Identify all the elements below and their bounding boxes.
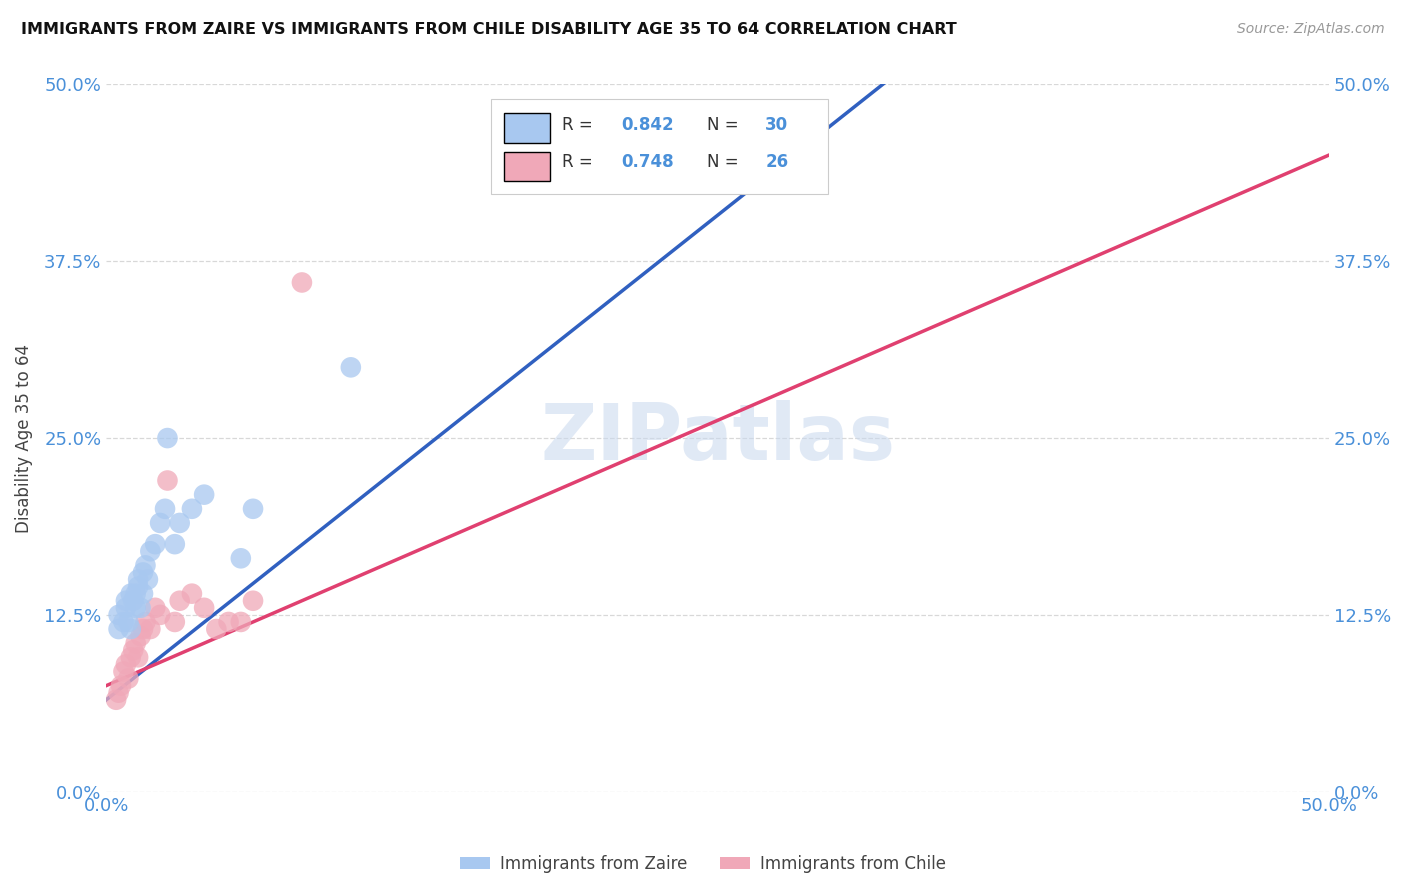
Point bbox=[143, 600, 166, 615]
Point bbox=[143, 537, 166, 551]
Point bbox=[163, 615, 186, 629]
Point bbox=[169, 516, 191, 530]
Point bbox=[105, 692, 128, 706]
Text: 0.748: 0.748 bbox=[621, 153, 673, 171]
Point bbox=[127, 573, 149, 587]
Point bbox=[136, 573, 159, 587]
Point bbox=[134, 558, 156, 573]
Text: N =: N = bbox=[707, 153, 744, 171]
Point bbox=[125, 600, 148, 615]
Point bbox=[120, 650, 142, 665]
Point bbox=[122, 593, 145, 607]
Point bbox=[125, 636, 148, 650]
Point bbox=[134, 615, 156, 629]
Point bbox=[127, 580, 149, 594]
Point bbox=[112, 665, 135, 679]
Point bbox=[132, 622, 155, 636]
Text: R =: R = bbox=[562, 153, 599, 171]
Point bbox=[156, 474, 179, 488]
Point bbox=[117, 672, 139, 686]
Point bbox=[129, 629, 152, 643]
Point bbox=[229, 551, 252, 566]
Point bbox=[193, 600, 215, 615]
Point bbox=[127, 650, 149, 665]
Point bbox=[156, 431, 179, 445]
Point bbox=[180, 501, 202, 516]
Text: N =: N = bbox=[707, 116, 744, 135]
Point bbox=[163, 537, 186, 551]
Point bbox=[242, 501, 264, 516]
Text: IMMIGRANTS FROM ZAIRE VS IMMIGRANTS FROM CHILE DISABILITY AGE 35 TO 64 CORRELATI: IMMIGRANTS FROM ZAIRE VS IMMIGRANTS FROM… bbox=[21, 22, 957, 37]
Text: 30: 30 bbox=[765, 116, 789, 135]
Point bbox=[205, 622, 228, 636]
Point bbox=[149, 516, 172, 530]
Text: 0.842: 0.842 bbox=[621, 116, 673, 135]
Point bbox=[125, 587, 148, 601]
Point bbox=[180, 587, 202, 601]
Point bbox=[242, 593, 264, 607]
Point bbox=[107, 686, 129, 700]
FancyBboxPatch shape bbox=[503, 152, 550, 181]
Point bbox=[153, 501, 176, 516]
FancyBboxPatch shape bbox=[492, 99, 828, 194]
FancyBboxPatch shape bbox=[503, 113, 550, 143]
Point bbox=[107, 607, 129, 622]
Legend: Immigrants from Zaire, Immigrants from Chile: Immigrants from Zaire, Immigrants from C… bbox=[453, 848, 953, 880]
Text: Source: ZipAtlas.com: Source: ZipAtlas.com bbox=[1237, 22, 1385, 37]
Point bbox=[139, 544, 162, 558]
Point bbox=[129, 600, 152, 615]
Point bbox=[115, 657, 138, 672]
Point bbox=[120, 622, 142, 636]
Text: 26: 26 bbox=[765, 153, 789, 171]
Point bbox=[122, 643, 145, 657]
Point bbox=[115, 600, 138, 615]
Point bbox=[218, 615, 240, 629]
Point bbox=[115, 593, 138, 607]
Point bbox=[132, 566, 155, 580]
Point bbox=[120, 587, 142, 601]
Point bbox=[169, 593, 191, 607]
Point bbox=[117, 615, 139, 629]
Point bbox=[291, 276, 314, 290]
Point bbox=[340, 360, 363, 375]
Point bbox=[110, 679, 132, 693]
Y-axis label: Disability Age 35 to 64: Disability Age 35 to 64 bbox=[15, 343, 32, 533]
Point bbox=[139, 622, 162, 636]
Text: R =: R = bbox=[562, 116, 599, 135]
Point bbox=[193, 488, 215, 502]
Point bbox=[229, 615, 252, 629]
Point bbox=[112, 615, 135, 629]
Point bbox=[132, 587, 155, 601]
Point bbox=[149, 607, 172, 622]
Text: ZIPatlas: ZIPatlas bbox=[540, 401, 896, 476]
Point bbox=[107, 622, 129, 636]
